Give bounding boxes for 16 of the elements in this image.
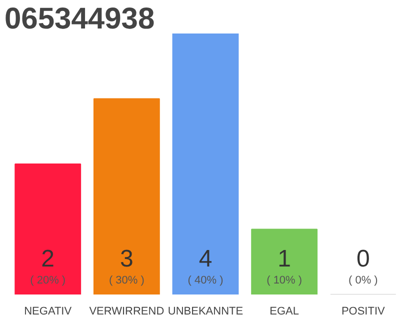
data-label: ( 30% ): [108, 274, 144, 286]
x-tick-label: EGAL: [270, 306, 300, 318]
data-label: ( 10% ): [266, 274, 302, 286]
data-label: ( 20% ): [30, 274, 66, 286]
x-tick-label: VERWIRREND: [89, 306, 164, 318]
annotation: 0: [356, 246, 370, 272]
data-label: ( 0% ): [348, 274, 378, 286]
annotation: 4: [198, 246, 212, 272]
x-tick-label: UNBEKANNTE: [168, 306, 244, 318]
annotation: 1: [278, 246, 292, 272]
annotation: 3: [120, 246, 134, 272]
annotation: 2: [41, 246, 55, 272]
x-tick-label: NEGATIV: [24, 306, 72, 318]
x-tick-label: POSITIV: [341, 306, 386, 318]
chart-title: 065344938: [4, 2, 155, 36]
data-label: ( 40% ): [188, 274, 224, 286]
